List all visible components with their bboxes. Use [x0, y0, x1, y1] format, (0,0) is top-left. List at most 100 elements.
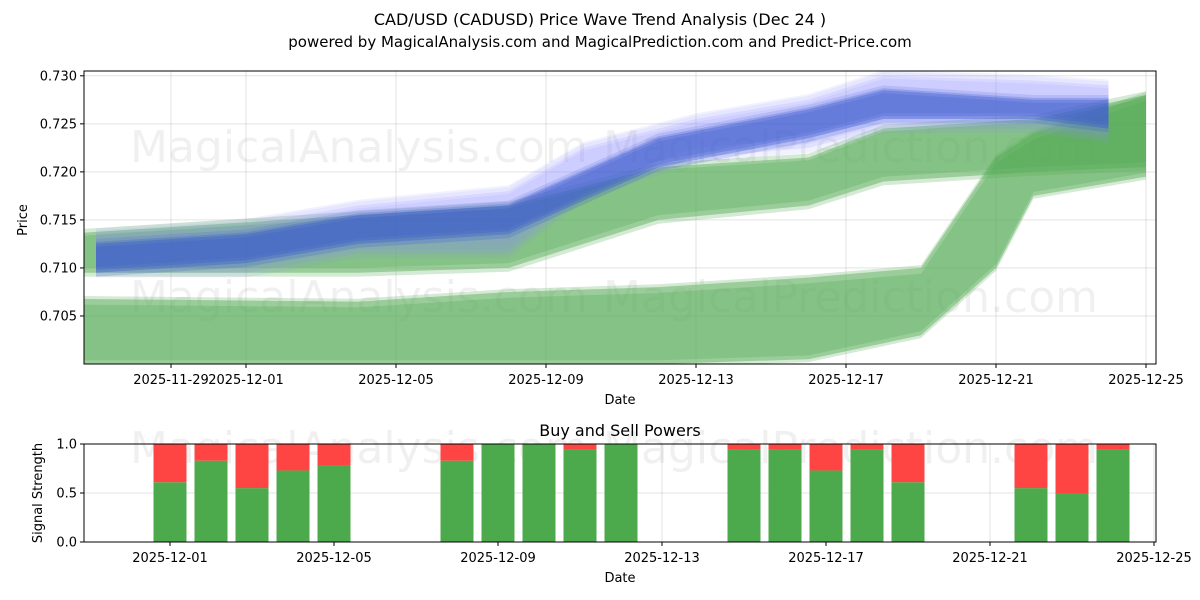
- buy-bar-2025-12-24: [1096, 449, 1130, 542]
- price-series-3: [84, 92, 1146, 364]
- buy-bar-2025-12-02: [194, 460, 228, 542]
- buy-bar-2025-12-16: [768, 449, 802, 542]
- price-band-1-3: [96, 72, 1109, 264]
- price-plot-frame: [83, 70, 1157, 365]
- buy-bar-2025-12-15: [727, 449, 761, 542]
- price-ytick-label-5: 0.730: [40, 69, 77, 84]
- buy-bar-2025-12-09: [481, 444, 515, 542]
- price-band-3-1: [84, 100, 1146, 361]
- signal-bars: [153, 444, 1130, 542]
- signal-xtick-label-1: 2025-12-05: [296, 551, 372, 566]
- signal-xtick-label-4: 2025-12-17: [788, 551, 864, 566]
- buy-bar-2025-12-05: [317, 465, 351, 542]
- signal-xtick-label-5: 2025-12-21: [952, 551, 1028, 566]
- price-xtick-label-7: 2025-12-25: [1108, 373, 1184, 388]
- price-xtick-label-2: 2025-12-05: [358, 373, 434, 388]
- price-xtick-label-1: 2025-12-01: [208, 373, 284, 388]
- buy-bar-2025-12-17: [809, 470, 843, 542]
- price-x-axis-label: Date: [604, 393, 635, 408]
- price-band-1-1: [96, 71, 1109, 269]
- price-band-3-0: [84, 95, 1146, 364]
- buy-bar-2025-12-08: [440, 460, 474, 542]
- price-band-1-0: [96, 75, 1109, 273]
- signal-xtick-label-3: 2025-12-13: [624, 551, 700, 566]
- buy-bar-2025-12-10: [522, 444, 556, 542]
- buy-bar-2025-12-23: [1055, 493, 1089, 542]
- sell-bar-2025-12-19: [891, 444, 925, 483]
- sell-bar-2025-12-05: [317, 444, 351, 466]
- sell-bar-2025-12-04: [276, 444, 310, 471]
- main-chart-title: CAD/USD (CADUSD) Price Wave Trend Analys…: [374, 10, 826, 29]
- price-xtick-label-0: 2025-11-29: [133, 373, 209, 388]
- price-bands: [84, 71, 1146, 364]
- price-xtick-label-3: 2025-12-09: [508, 373, 584, 388]
- sell-bar-2025-12-17: [809, 444, 843, 471]
- price-plot-background: [84, 71, 1156, 364]
- price-ytick-label-3: 0.720: [40, 165, 77, 180]
- price-series-1: [96, 71, 1109, 278]
- watermark-analysis-mid: MagicalAnalysis.com: [130, 272, 588, 323]
- price-xtick-label-6: 2025-12-21: [958, 373, 1034, 388]
- price-y-ticks: 0.705 0.710 0.715 0.720 0.725 0.730: [40, 69, 84, 324]
- buy-bar-2025-12-18: [850, 449, 884, 542]
- sell-bar-2025-12-01: [153, 444, 187, 483]
- sell-bar-2025-12-23: [1055, 444, 1089, 493]
- signal-ytick-label-1: 0.5: [56, 487, 77, 502]
- sell-bar-2025-12-02: [194, 444, 228, 461]
- signal-xtick-label-6: 2025-12-25: [1116, 551, 1192, 566]
- signal-xtick-label-2: 2025-12-09: [460, 551, 536, 566]
- price-xtick-label-5: 2025-12-17: [808, 373, 884, 388]
- price-band-0-1: [96, 88, 1109, 270]
- price-xtick-label-4: 2025-12-13: [658, 373, 734, 388]
- price-band-0-0: [96, 90, 1109, 273]
- price-band-0-2: [96, 93, 1109, 277]
- buy-bar-2025-12-04: [276, 470, 310, 542]
- price-band-0-3: [96, 85, 1109, 268]
- signal-ytick-label-2: 1.0: [56, 438, 77, 453]
- signal-ytick-label-0: 0.0: [56, 536, 77, 551]
- watermark-prediction-top: MagicalPrediction.com: [603, 122, 1098, 173]
- sell-bar-2025-12-15: [727, 444, 761, 450]
- buy-bar-2025-12-12: [604, 444, 638, 542]
- sell-bar-2025-12-03: [235, 444, 269, 489]
- sell-bar-2025-12-11: [563, 444, 597, 450]
- price-ytick-label-4: 0.725: [40, 117, 77, 132]
- price-ytick-label-1: 0.710: [40, 261, 77, 276]
- price-band-2-2: [84, 91, 1146, 277]
- sell-bar-2025-12-24: [1096, 444, 1130, 450]
- buy-bar-2025-12-22: [1014, 488, 1048, 542]
- sell-bar-2025-12-08: [440, 444, 474, 461]
- signal-chart-title: Buy and Sell Powers: [539, 421, 701, 440]
- price-ytick-label-0: 0.705: [40, 309, 77, 324]
- sell-bar-2025-12-16: [768, 444, 802, 450]
- buy-bar-2025-12-01: [153, 482, 187, 542]
- price-band-3-2: [84, 92, 1146, 364]
- buy-bar-2025-12-03: [235, 488, 269, 542]
- signal-plot-area: MagicalAnalysis.com MagicalPrediction.co…: [31, 423, 1192, 586]
- signal-y-ticks: 0.0 0.5 1.0: [56, 438, 84, 551]
- sell-bar-2025-12-22: [1014, 444, 1048, 489]
- signal-x-ticks: 2025-12-01 2025-12-05 2025-12-09 2025-12-13…: [132, 542, 1192, 566]
- sell-bar-2025-12-18: [850, 444, 884, 450]
- price-series-2: [84, 91, 1146, 277]
- signal-xtick-label-0: 2025-12-01: [132, 551, 208, 566]
- main-chart-subtitle: powered by MagicalAnalysis.com and Magic…: [288, 33, 912, 51]
- buy-bar-2025-12-19: [891, 482, 925, 542]
- price-series: [84, 71, 1146, 364]
- signal-y-axis-label: Signal Strength: [31, 443, 46, 543]
- price-band-2-0: [84, 95, 1146, 273]
- price-watermarks: MagicalAnalysis.com MagicalPrediction.co…: [130, 122, 1098, 323]
- price-grid: [84, 71, 1156, 364]
- watermark-prediction-mid: MagicalPrediction.com: [603, 272, 1098, 323]
- price-series-0: [96, 85, 1109, 277]
- watermark-analysis-top: MagicalAnalysis.com: [130, 122, 588, 173]
- price-band-1-2: [96, 78, 1109, 278]
- buy-bar-2025-12-11: [563, 449, 597, 542]
- price-band-2-1: [84, 97, 1146, 268]
- signal-x-axis-label: Date: [604, 571, 635, 586]
- price-y-axis-label: Price: [16, 204, 31, 236]
- price-x-ticks: 2025-11-29 2025-12-01 2025-12-05 2025-12-09…: [133, 364, 1184, 388]
- price-ytick-label-2: 0.715: [40, 213, 77, 228]
